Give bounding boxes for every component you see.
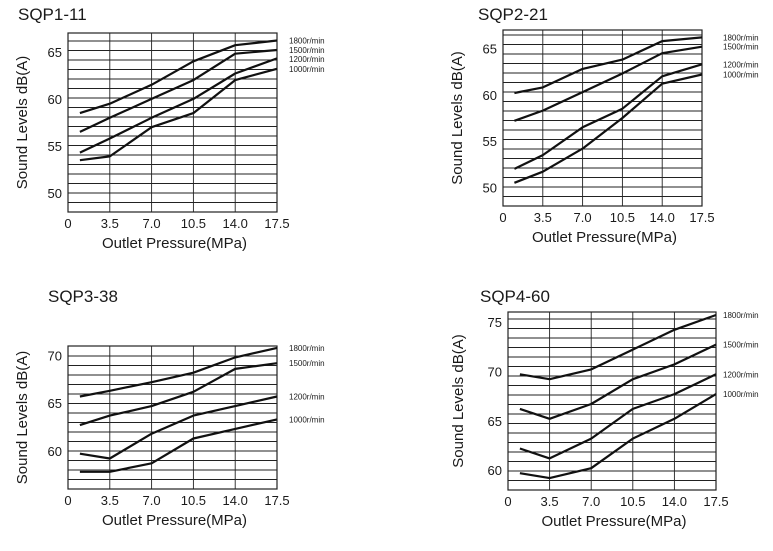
x-tick-label: 7.0 — [582, 494, 600, 509]
x-tick-label: 7.0 — [143, 216, 161, 231]
x-tick-label: 3.5 — [101, 216, 119, 231]
x-tick-label: 14.0 — [662, 494, 687, 509]
series-label: 1800r/min — [289, 37, 325, 46]
series-label: 1200r/min — [289, 393, 325, 402]
series-label: 1800r/min — [723, 311, 759, 320]
x-tick-label: 7.0 — [574, 210, 592, 225]
series-label: 1200r/min — [723, 60, 759, 69]
x-tick-label: 14.0 — [650, 210, 675, 225]
y-tick-label: 65 — [48, 396, 62, 411]
y-tick-label: 50 — [48, 186, 62, 201]
x-tick-label: 7.0 — [143, 493, 161, 508]
series-label: 1500r/min — [289, 46, 325, 55]
x-tick-label: 3.5 — [101, 493, 119, 508]
y-axis-label: Sound Levels dB(A) — [449, 51, 466, 184]
y-tick-label: 60 — [48, 92, 62, 107]
plot-frame — [67, 32, 278, 213]
series-label: 1500r/min — [289, 359, 325, 368]
x-tick-label: 17.5 — [703, 494, 728, 509]
y-tick-label: 70 — [48, 349, 62, 364]
series-line — [519, 343, 717, 420]
x-tick-label: 3.5 — [534, 210, 552, 225]
chart-title: SQP3-38 — [48, 287, 118, 306]
series-line — [79, 346, 278, 398]
series-line — [519, 313, 717, 381]
chart-panel: SQP2-21 0 3.5 7.0 10.5 14.0 17.5 50 55 60 65 Outlet… — [449, 5, 759, 246]
chart-panel: SQP1-11 0 3.5 7.0 10.5 14.0 17.5 50 55 60 65 Outlet… — [14, 5, 325, 252]
plot-frame — [507, 311, 717, 491]
y-tick-label: 70 — [488, 364, 502, 379]
x-tick-label: 10.5 — [181, 216, 206, 231]
chart-title: SQP4-60 — [480, 287, 550, 306]
chart-panel: SQP3-38 0 3.5 7.0 10.5 14.0 17.5 60 65 70 Outlet P… — [14, 287, 325, 529]
y-tick-label: 65 — [48, 45, 62, 60]
x-tick-label: 14.0 — [223, 216, 248, 231]
x-tick-label: 0 — [499, 210, 506, 225]
x-axis-label: Outlet Pressure(MPa) — [532, 229, 677, 246]
x-tick-label: 0 — [504, 494, 511, 509]
series-line — [79, 362, 278, 427]
x-tick-label: 17.5 — [264, 493, 289, 508]
y-tick-label: 50 — [483, 180, 497, 195]
x-tick-label: 0 — [64, 216, 71, 231]
x-tick-label: 17.5 — [689, 210, 714, 225]
series-label: 1000r/min — [723, 70, 759, 79]
x-axis-label: Outlet Pressure(MPa) — [102, 512, 247, 529]
series-line — [79, 418, 278, 473]
series-label: 1000r/min — [289, 65, 325, 74]
series-label: 1500r/min — [723, 43, 759, 52]
series-label: 1800r/min — [289, 344, 325, 353]
plot-frame — [502, 29, 703, 207]
series-label: 1200r/min — [723, 370, 759, 379]
x-axis-label: Outlet Pressure(MPa) — [541, 513, 686, 530]
y-tick-label: 55 — [48, 139, 62, 154]
y-tick-label: 75 — [488, 315, 502, 330]
y-axis-label: Sound Levels dB(A) — [14, 351, 31, 484]
series-line — [79, 57, 278, 154]
y-tick-label: 60 — [483, 88, 497, 103]
chart-title: SQP2-21 — [478, 5, 548, 24]
y-tick-label: 55 — [483, 134, 497, 149]
series-line — [519, 393, 717, 480]
series-line — [514, 36, 703, 95]
series-label: 1800r/min — [723, 33, 759, 42]
series-line — [79, 39, 278, 115]
chart-title: SQP1-11 — [18, 5, 87, 24]
plot-frame — [67, 345, 278, 490]
series-line — [79, 395, 278, 460]
x-tick-label: 0 — [64, 493, 71, 508]
series-line — [513, 73, 703, 184]
x-tick-label: 14.0 — [223, 493, 248, 508]
y-axis-label: Sound Levels dB(A) — [450, 334, 467, 467]
y-tick-label: 60 — [48, 444, 62, 459]
series-label: 1000r/min — [723, 390, 759, 399]
series-line — [513, 63, 703, 170]
series-line — [79, 48, 278, 133]
series-label: 1000r/min — [289, 415, 325, 424]
series-line — [519, 373, 717, 460]
y-tick-label: 65 — [488, 414, 502, 429]
series-label: 1200r/min — [289, 55, 325, 64]
x-tick-label: 3.5 — [541, 494, 559, 509]
chart-panel: SQP4-60 0 3.5 7.0 10.5 14.0 17.5 60 65 70 75 Outlet… — [450, 287, 759, 530]
series-line — [79, 67, 278, 162]
y-tick-label: 60 — [488, 463, 502, 478]
x-axis-label: Outlet Pressure(MPa) — [102, 235, 247, 252]
y-tick-label: 65 — [483, 42, 497, 57]
y-axis-label: Sound Levels dB(A) — [14, 56, 31, 189]
x-tick-label: 17.5 — [264, 216, 289, 231]
x-tick-label: 10.5 — [620, 494, 645, 509]
series-line — [514, 45, 703, 122]
x-tick-label: 10.5 — [181, 493, 206, 508]
series-label: 1500r/min — [723, 341, 759, 350]
x-tick-label: 10.5 — [610, 210, 635, 225]
